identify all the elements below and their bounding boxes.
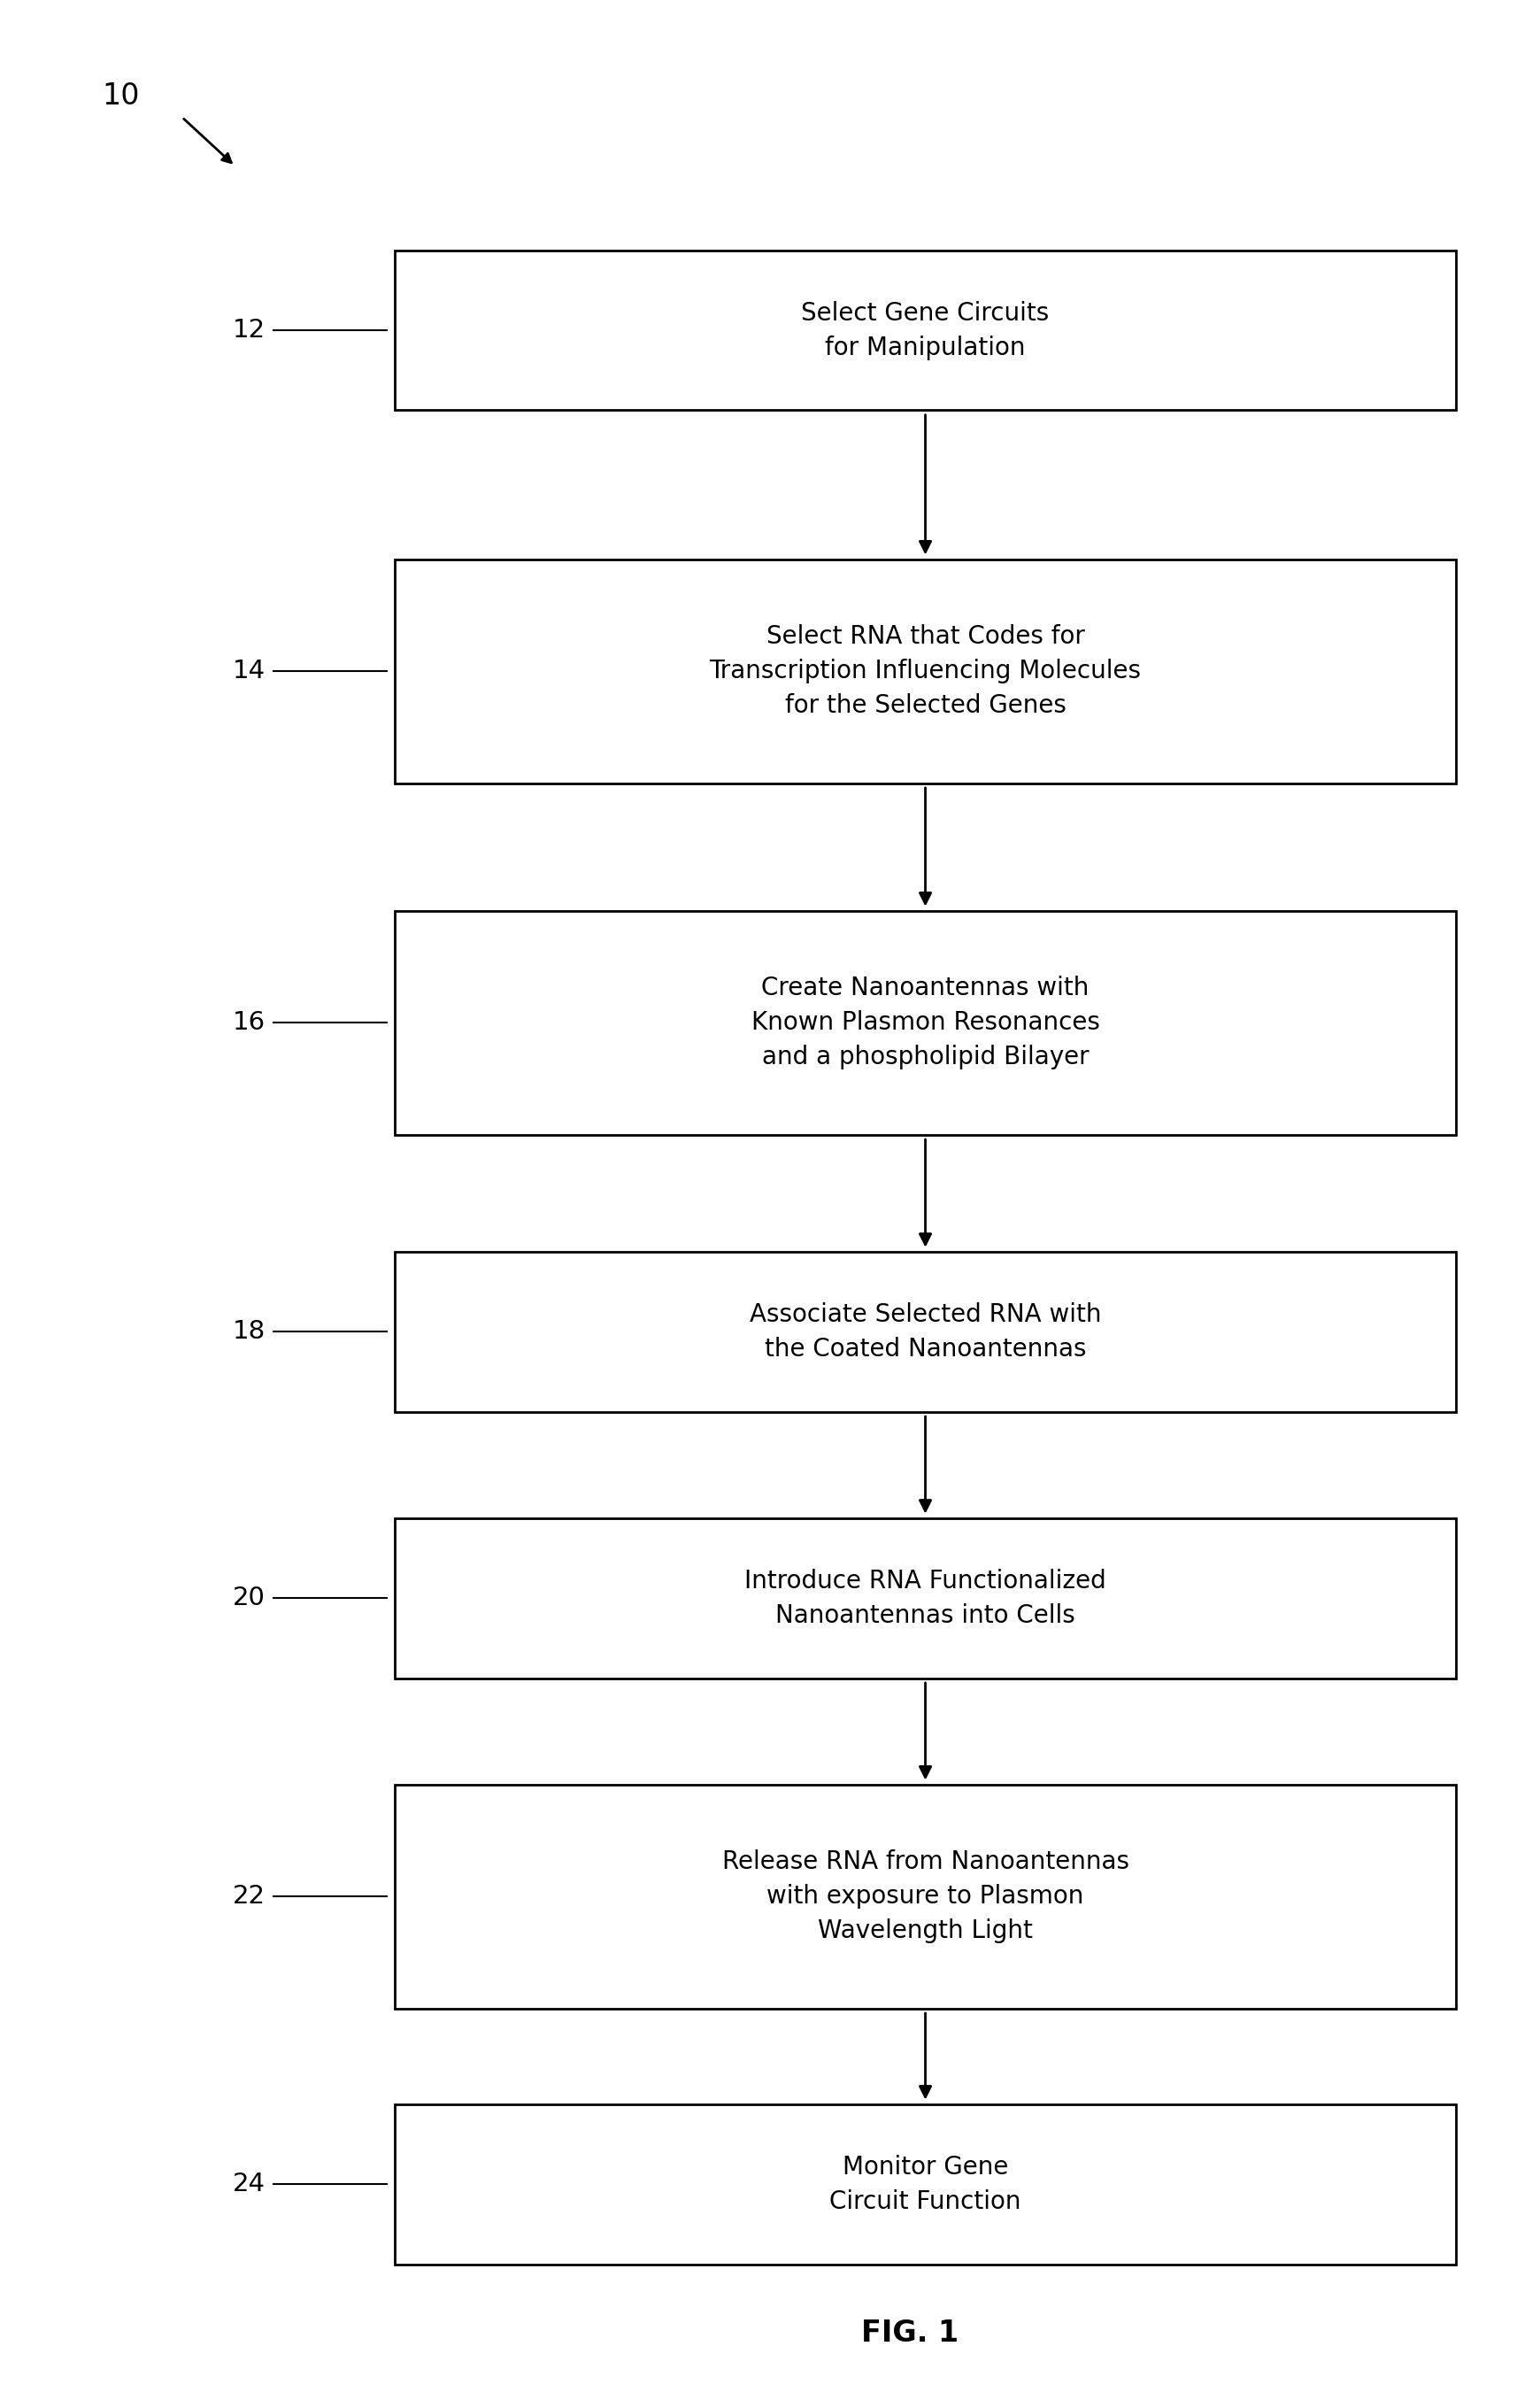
Bar xyxy=(394,1784,1456,2008)
Text: Release RNA from Nanoantennas
with exposure to Plasmon
Wavelength Light: Release RNA from Nanoantennas with expos… xyxy=(722,1849,1129,1943)
Text: 22: 22 xyxy=(232,1883,265,1910)
Text: Select Gene Circuits
for Manipulation: Select Gene Circuits for Manipulation xyxy=(801,301,1050,359)
Text: 20: 20 xyxy=(232,1587,265,1611)
Text: 14: 14 xyxy=(232,660,265,684)
Bar xyxy=(394,1519,1456,1678)
Bar xyxy=(394,559,1456,783)
Text: 16: 16 xyxy=(232,1011,265,1035)
Bar xyxy=(394,2105,1456,2264)
Bar xyxy=(394,250,1456,409)
Text: 18: 18 xyxy=(232,1320,265,1344)
Text: FIG. 1: FIG. 1 xyxy=(862,2319,959,2348)
Text: Associate Selected RNA with
the Coated Nanoantennas: Associate Selected RNA with the Coated N… xyxy=(749,1303,1101,1361)
Text: 12: 12 xyxy=(232,318,265,342)
Bar xyxy=(394,910,1456,1134)
Text: Create Nanoantennas with
Known Plasmon Resonances
and a phospholipid Bilayer: Create Nanoantennas with Known Plasmon R… xyxy=(751,975,1100,1069)
Text: Introduce RNA Functionalized
Nanoantennas into Cells: Introduce RNA Functionalized Nanoantenna… xyxy=(745,1568,1106,1628)
Text: 24: 24 xyxy=(232,2172,265,2196)
Text: 10: 10 xyxy=(103,82,140,111)
Text: Select RNA that Codes for
Transcription Influencing Molecules
for the Selected G: Select RNA that Codes for Transcription … xyxy=(710,624,1141,718)
Bar xyxy=(394,1252,1456,1411)
Text: Monitor Gene
Circuit Function: Monitor Gene Circuit Function xyxy=(830,2155,1021,2213)
